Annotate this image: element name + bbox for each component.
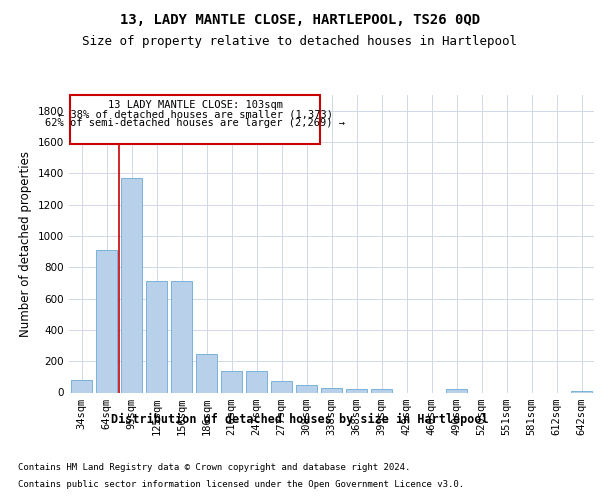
Bar xyxy=(246,370,267,392)
Bar xyxy=(371,390,392,392)
Y-axis label: Number of detached properties: Number of detached properties xyxy=(19,151,32,337)
Bar xyxy=(96,250,117,392)
Text: Contains HM Land Registry data © Crown copyright and database right 2024.: Contains HM Land Registry data © Crown c… xyxy=(18,462,410,471)
Bar xyxy=(571,391,592,392)
Text: 62% of semi-detached houses are larger (2,269) →: 62% of semi-detached houses are larger (… xyxy=(45,118,345,128)
Text: Size of property relative to detached houses in Hartlepool: Size of property relative to detached ho… xyxy=(83,35,517,48)
Bar xyxy=(296,384,317,392)
Text: Distribution of detached houses by size in Hartlepool: Distribution of detached houses by size … xyxy=(111,412,489,426)
Bar xyxy=(346,390,367,392)
Text: 13 LADY MANTLE CLOSE: 103sqm: 13 LADY MANTLE CLOSE: 103sqm xyxy=(108,100,283,110)
Text: 13, LADY MANTLE CLOSE, HARTLEPOOL, TS26 0QD: 13, LADY MANTLE CLOSE, HARTLEPOOL, TS26 … xyxy=(120,12,480,26)
Bar xyxy=(446,390,467,392)
Bar xyxy=(146,280,167,392)
Text: Contains public sector information licensed under the Open Government Licence v3: Contains public sector information licen… xyxy=(18,480,464,489)
Bar xyxy=(196,354,217,393)
FancyBboxPatch shape xyxy=(70,95,320,144)
Text: ← 38% of detached houses are smaller (1,373): ← 38% of detached houses are smaller (1,… xyxy=(58,109,333,119)
Bar xyxy=(271,381,292,392)
Bar xyxy=(221,370,242,392)
Bar xyxy=(121,178,142,392)
Bar xyxy=(171,280,192,392)
Bar xyxy=(321,388,342,392)
Bar xyxy=(71,380,92,392)
